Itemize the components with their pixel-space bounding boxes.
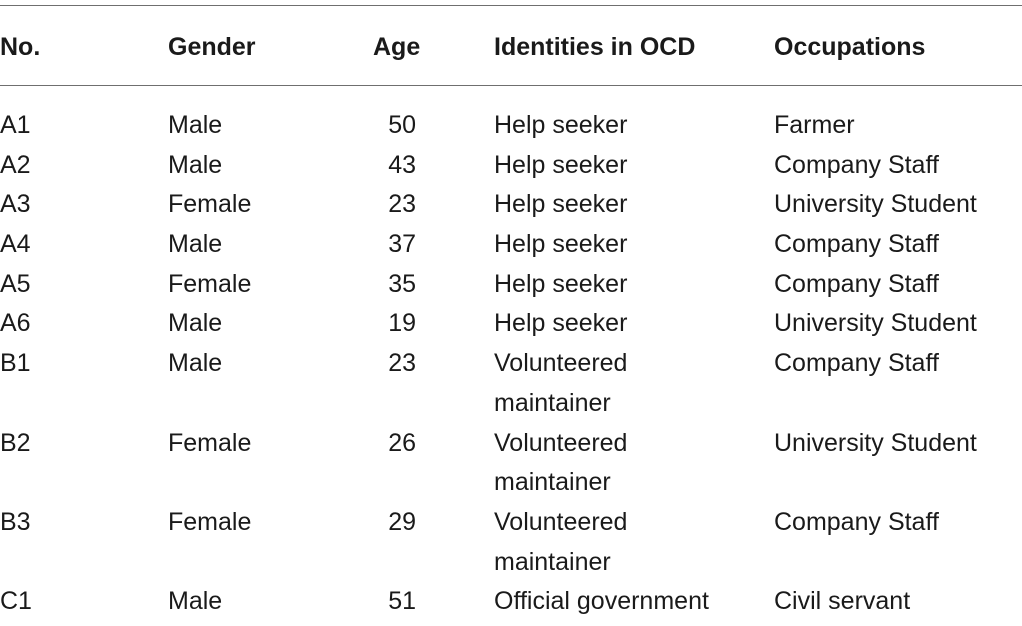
header-occupation: Occupations — [774, 33, 926, 61]
cell-gender: Male — [168, 587, 223, 616]
table-row: A5 Female 35 Help seeker Company Staff — [0, 265, 1022, 305]
cell-gender: Male — [168, 230, 223, 259]
cell-occupation: Company Staff — [774, 230, 939, 259]
table-header: No. Gender Age Identities in OCD Occupat… — [0, 25, 1022, 69]
cell-occupation: Company Staff — [774, 269, 939, 298]
cell-no: A3 — [0, 190, 31, 219]
cell-identity-line2: maintainer — [494, 388, 611, 417]
table-row: A2 Male 43 Help seeker Company Staff — [0, 146, 1022, 186]
cell-no: C1 — [0, 587, 32, 616]
table-row: B1 Male 23 Volunteered maintainer Compan… — [0, 344, 1022, 423]
cell-age: 19 — [388, 309, 416, 338]
cell-age: 35 — [388, 269, 416, 298]
table-row: A3 Female 23 Help seeker University Stud… — [0, 185, 1022, 225]
cell-age: 23 — [388, 349, 416, 378]
cell-no: A4 — [0, 230, 31, 259]
cell-occupation: Company Staff — [774, 507, 939, 536]
table-body: A1 Male 50 Help seeker Farmer A2 Male 43… — [0, 106, 1022, 622]
cell-no: B1 — [0, 349, 31, 378]
cell-identity-line1: Volunteered — [494, 428, 628, 457]
cell-identity-line1: Volunteered — [494, 349, 628, 378]
table-header-rule — [0, 85, 1022, 86]
cell-gender: Female — [168, 269, 252, 298]
cell-identity: Official government — [494, 587, 709, 616]
cell-identity: Volunteered maintainer — [494, 344, 754, 423]
cell-occupation: University Student — [774, 428, 977, 457]
cell-age: 23 — [388, 190, 416, 219]
cell-age: 29 — [388, 507, 416, 536]
table-row: B2 Female 26 Volunteered maintainer Univ… — [0, 424, 1022, 503]
table-row: A4 Male 37 Help seeker Company Staff — [0, 225, 1022, 265]
cell-identity: Help seeker — [494, 150, 628, 179]
cell-no: A5 — [0, 269, 31, 298]
table-row: B3 Female 29 Volunteered maintainer Comp… — [0, 503, 1022, 582]
cell-no: A6 — [0, 309, 31, 338]
cell-gender: Male — [168, 349, 223, 378]
cell-age: 43 — [388, 150, 416, 179]
cell-gender: Female — [168, 428, 252, 457]
cell-occupation: University Student — [774, 309, 977, 338]
cell-identity: Help seeker — [494, 269, 628, 298]
cell-gender: Male — [168, 111, 223, 139]
cell-identity: Help seeker — [494, 190, 628, 219]
cell-occupation: Civil servant — [774, 587, 911, 616]
header-no: No. — [0, 33, 41, 61]
table-row: A1 Male 50 Help seeker Farmer — [0, 106, 1022, 146]
cell-occupation: Company Staff — [774, 150, 939, 179]
cell-no: B2 — [0, 428, 31, 457]
cell-age: 51 — [388, 587, 416, 616]
cell-occupation: Farmer — [774, 111, 855, 139]
cell-age: 37 — [388, 230, 416, 259]
cell-occupation: University Student — [774, 190, 977, 219]
cell-gender: Male — [168, 309, 223, 338]
cell-age: 26 — [388, 428, 416, 457]
cell-identity-line2: maintainer — [494, 547, 611, 576]
cell-no: B3 — [0, 507, 31, 536]
table-top-rule — [0, 5, 1022, 6]
cell-no: A2 — [0, 150, 31, 179]
cell-identity-line1: Volunteered — [494, 507, 628, 536]
cell-no: A1 — [0, 111, 31, 139]
cell-identity: Help seeker — [494, 111, 628, 139]
cell-identity: Volunteered maintainer — [494, 503, 754, 582]
header-age: Age — [373, 33, 421, 61]
header-gender: Gender — [168, 33, 256, 61]
cell-gender: Female — [168, 190, 252, 219]
table-row: C1 Male 51 Official government Civil ser… — [0, 582, 1022, 622]
cell-gender: Female — [168, 507, 252, 536]
cell-identity: Help seeker — [494, 230, 628, 259]
cell-age: 50 — [388, 111, 416, 139]
header-identity: Identities in OCD — [494, 33, 696, 61]
cell-identity: Help seeker — [494, 309, 628, 338]
cell-identity: Volunteered maintainer — [494, 424, 754, 503]
cell-identity-line2: maintainer — [494, 468, 611, 497]
table-row: A6 Male 19 Help seeker University Studen… — [0, 304, 1022, 344]
cell-occupation: Company Staff — [774, 349, 939, 378]
cell-gender: Male — [168, 150, 223, 179]
